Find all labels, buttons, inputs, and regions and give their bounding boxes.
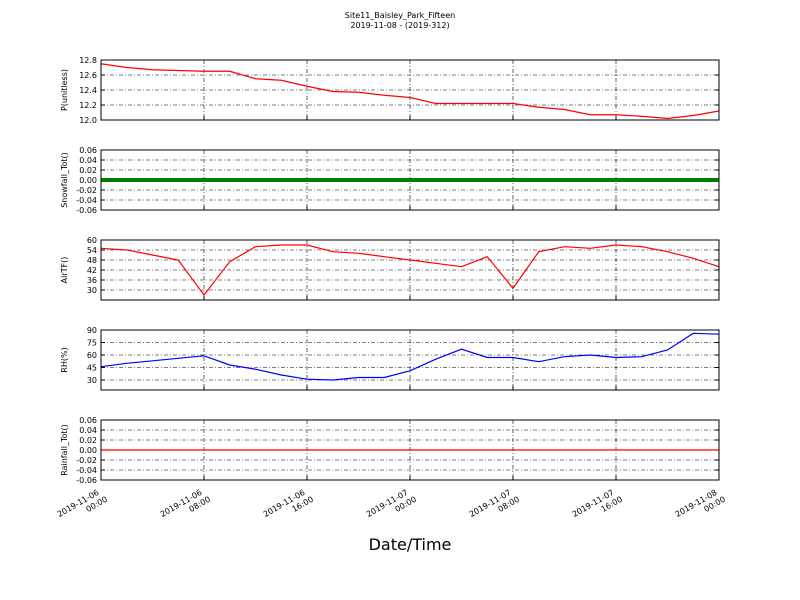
y-tick-label: 48 [87, 256, 97, 265]
y-tick-label: -0.04 [76, 466, 97, 475]
plot-frame [100, 239, 720, 301]
y-tick-label: 30 [87, 376, 97, 385]
y-tick-label: -0.04 [76, 196, 97, 205]
y-tick-label: 0.04 [79, 426, 97, 435]
y-tick-label: 12.2 [79, 101, 97, 110]
x-axis-label: Date/Time [369, 535, 452, 554]
y-tick-label: 0.06 [79, 146, 97, 155]
y-tick-label: -0.06 [76, 206, 97, 215]
y-tick-label: -0.02 [76, 186, 97, 195]
y-tick-label: 36 [87, 276, 97, 285]
y-axis-label: P(unitless) [60, 69, 69, 111]
y-tick-label: 54 [87, 246, 97, 255]
y-tick-label: 12.8 [79, 56, 97, 65]
y-tick-label: 90 [87, 326, 97, 335]
y-axis-label: AirTF() [60, 257, 69, 284]
y-tick-label: 42 [87, 266, 97, 275]
y-tick-label: 0.00 [79, 446, 97, 455]
y-axis-label: RH(%) [60, 347, 69, 372]
y-tick-label: 30 [87, 286, 97, 295]
y-tick-label: 12.0 [79, 116, 97, 125]
y-tick-label: -0.02 [76, 456, 97, 465]
plot-frame [100, 329, 720, 391]
chart-title: Site11_Baisley_Park_Fifteen [345, 11, 455, 20]
y-tick-label: 12.6 [79, 71, 97, 80]
data-line [100, 332, 720, 381]
y-tick-label: 0.02 [79, 166, 97, 175]
y-tick-label: -0.06 [76, 476, 97, 485]
y-axis-label: Rainfall_Tot() [60, 424, 69, 476]
y-tick-label: 60 [87, 351, 97, 360]
plot-frame [100, 59, 720, 121]
y-tick-label: 60 [87, 236, 97, 245]
plot-frame [100, 419, 720, 481]
y-axis-label: Snowfall_Tot() [60, 152, 69, 208]
y-tick-label: 12.4 [79, 86, 97, 95]
y-tick-label: 0.00 [79, 176, 97, 185]
y-tick-label: 45 [87, 364, 97, 373]
plot-frame [100, 149, 720, 211]
y-tick-label: 75 [87, 339, 97, 348]
data-line [100, 63, 720, 120]
y-tick-label: 0.06 [79, 416, 97, 425]
y-tick-label: 0.04 [79, 156, 97, 165]
data-line [100, 244, 720, 296]
chart-subtitle: 2019-11-08 - (2019-312) [350, 21, 449, 30]
y-tick-label: 0.02 [79, 436, 97, 445]
